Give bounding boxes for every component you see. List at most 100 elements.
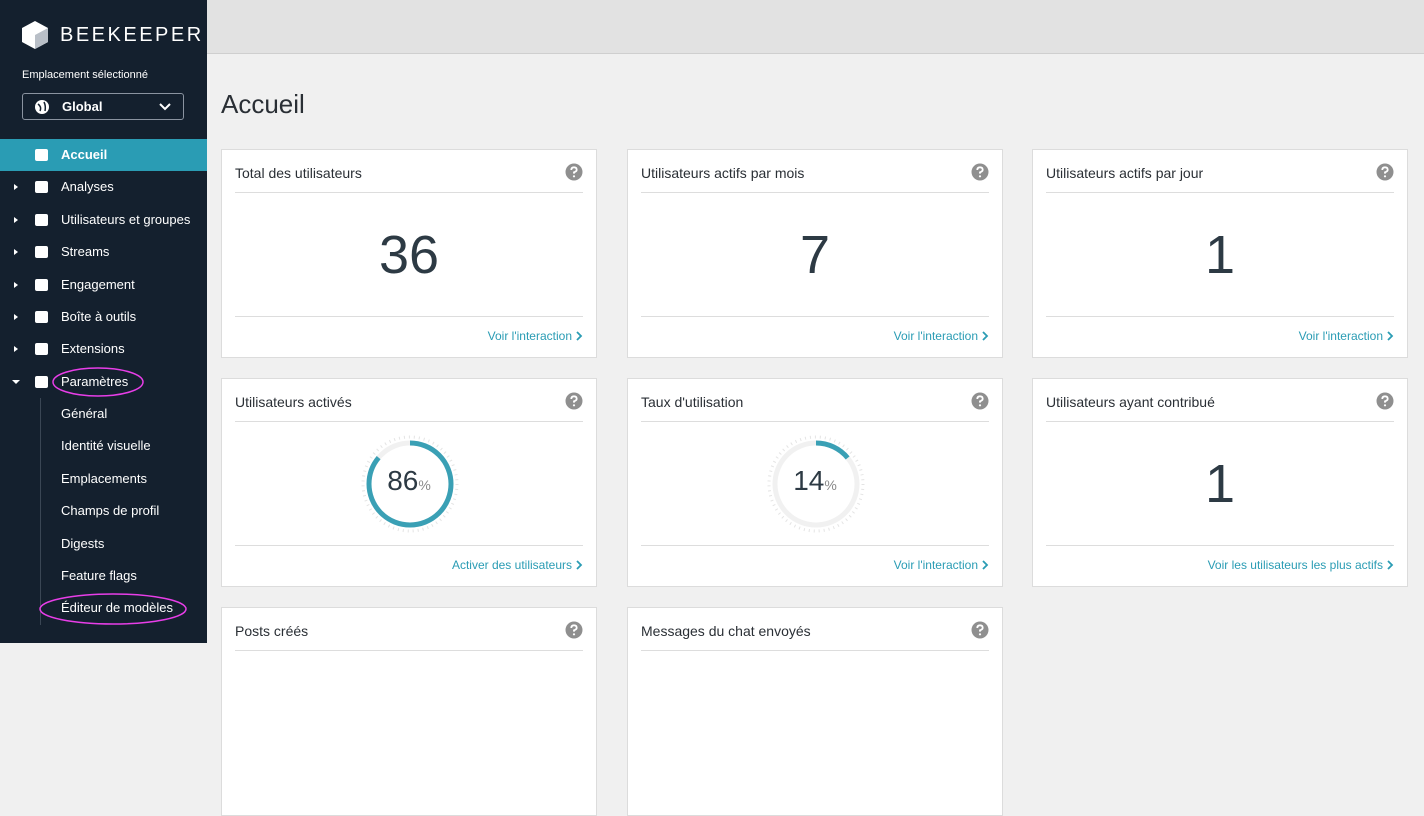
sub-nav-item[interactable]: Digests — [61, 535, 105, 551]
help-icon[interactable] — [971, 621, 989, 639]
card-title: Posts créés — [235, 623, 309, 639]
nav-item[interactable]: Engagement — [0, 269, 207, 301]
help-mark — [976, 395, 984, 403]
nav-icon — [14, 181, 48, 194]
help-icon[interactable] — [1376, 163, 1394, 181]
big-number: 1 — [1204, 454, 1236, 514]
nav-label: Paramètres — [61, 373, 129, 389]
nav-item[interactable]: Boîte à outils — [0, 301, 207, 333]
chevron-down — [159, 103, 171, 111]
card-link[interactable]: Voir les utilisateurs les plus actifs — [1207, 558, 1383, 572]
card-title: Utilisateurs actifs par mois — [641, 165, 805, 181]
location-value: Global — [62, 99, 103, 114]
icon-shape — [35, 343, 48, 356]
card-link[interactable]: Voir l'interaction — [893, 558, 978, 572]
brand: BEEKEEPER — [60, 24, 204, 46]
nav-label: Utilisateurs et groupes — [61, 211, 191, 227]
link-chevron — [576, 560, 583, 570]
divider — [1046, 316, 1394, 317]
ring-value: 14% — [628, 465, 1002, 497]
nav-item[interactable]: Streams — [0, 236, 207, 268]
stat-card: Utilisateurs ayant contribué 1 Voir les ut… — [1032, 378, 1408, 587]
divider — [235, 421, 583, 422]
location-select[interactable]: Global — [22, 93, 184, 120]
card-link[interactable]: Voir l'interaction — [893, 329, 978, 343]
nav-label: Streams — [61, 244, 110, 260]
divider — [641, 192, 989, 193]
card-link[interactable]: Voir l'interaction — [1298, 329, 1383, 343]
nav-item[interactable]: Paramètres — [0, 366, 207, 398]
value: 86 — [387, 465, 419, 496]
link-chevron — [982, 331, 989, 341]
help-icon[interactable] — [971, 392, 989, 410]
sub-nav-item[interactable]: Emplacements — [61, 470, 147, 486]
help-icon[interactable] — [565, 621, 583, 639]
chevron — [1387, 560, 1394, 570]
nav-item[interactable]: Extensions — [0, 333, 207, 365]
nav-icon — [14, 311, 48, 323]
help-dot — [978, 633, 982, 636]
card-title: Utilisateurs activés — [235, 394, 352, 410]
nav-label: Accueil — [61, 147, 108, 162]
sub-nav-item[interactable]: Feature flags — [61, 568, 137, 583]
chevron — [576, 560, 583, 570]
card-title: Utilisateurs actifs par jour — [1046, 165, 1204, 181]
location-label: Emplacement sélectionné — [22, 69, 148, 81]
nav-label: Extensions — [61, 341, 125, 357]
help-dot — [572, 633, 576, 636]
divider — [641, 421, 989, 422]
help-dot — [978, 404, 982, 407]
ring-arc — [772, 440, 860, 528]
divider — [641, 650, 989, 651]
icon-shape — [35, 181, 48, 194]
big-number: 1 — [1204, 225, 1236, 285]
divider — [641, 545, 989, 546]
expand-arrow — [14, 314, 18, 320]
stat-card: Posts créés — [221, 607, 597, 816]
icon-shape — [35, 278, 48, 291]
help-dot — [572, 404, 576, 407]
help-icon[interactable] — [565, 163, 583, 181]
unit: % — [824, 477, 837, 493]
divider — [1046, 421, 1394, 422]
help-mark — [570, 395, 578, 403]
big-number: 36 — [378, 225, 440, 285]
card-link[interactable]: Voir l'interaction — [487, 329, 572, 343]
stat-card: Total des utilisateurs 36 Voir l'interacti… — [221, 149, 597, 358]
stat-card: Utilisateurs activés 86% Activer des utili… — [221, 378, 597, 587]
nav-item[interactable]: Accueil — [0, 139, 207, 171]
ring-ticks — [767, 435, 865, 533]
chevron — [1387, 331, 1394, 341]
ring-arc — [366, 440, 454, 528]
nav-item[interactable]: Utilisateurs et groupes — [0, 204, 207, 236]
nav-icon — [14, 278, 48, 291]
expand-arrow — [14, 216, 18, 223]
icon-shape — [35, 213, 48, 226]
sub-nav-item[interactable]: Éditeur de modèles — [61, 600, 174, 616]
divider — [235, 650, 583, 651]
help-icon[interactable] — [565, 392, 583, 410]
help-mark — [976, 624, 984, 632]
sub-nav-item[interactable]: Champs de profil — [61, 503, 160, 519]
link-chevron — [1387, 331, 1394, 341]
sidebar: BEEKEEPER Emplacement sélectionné Global… — [0, 0, 207, 643]
nav-icon — [14, 343, 48, 356]
sub-nav-item[interactable]: Général — [61, 406, 108, 421]
help-icon[interactable] — [1376, 392, 1394, 410]
nav-icon — [12, 375, 48, 388]
nav-label: Boîte à outils — [61, 309, 137, 324]
card-title: Messages du chat envoyés — [641, 623, 811, 639]
card-link[interactable]: Activer des utilisateurs — [451, 558, 572, 572]
help-mark — [1381, 166, 1389, 174]
expand-arrow — [14, 346, 18, 353]
divider — [235, 545, 583, 546]
divider — [1046, 545, 1394, 546]
link-chevron — [982, 560, 989, 570]
help-mark — [570, 166, 578, 174]
chevron — [576, 331, 583, 341]
ring-ticks — [361, 435, 459, 533]
help-icon[interactable] — [971, 163, 989, 181]
nav-item[interactable]: Analyses — [0, 171, 207, 203]
sub-nav-item[interactable]: Identité visuelle — [61, 438, 151, 454]
